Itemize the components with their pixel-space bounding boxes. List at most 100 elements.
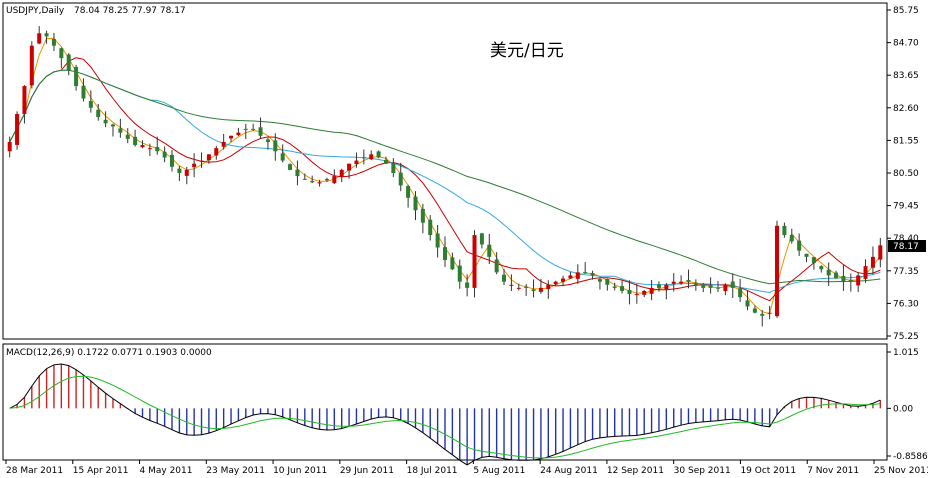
candle-body — [184, 169, 189, 176]
candle-body — [738, 288, 743, 298]
candle-body — [509, 284, 514, 286]
candle-body — [443, 247, 447, 260]
date-tick-label: 25 Nov 2011 — [874, 466, 928, 476]
macd-tick-label: 0.00 — [893, 404, 913, 414]
candlestick-series — [7, 26, 883, 327]
candle-body — [524, 286, 529, 288]
candle-body — [723, 284, 728, 292]
candle-body — [752, 308, 757, 313]
candle-body — [273, 140, 278, 152]
candle-body — [797, 240, 802, 251]
candle-body — [81, 85, 86, 99]
candle-body — [15, 114, 20, 145]
candle-body — [789, 234, 794, 242]
price-panel-frame — [2, 2, 888, 340]
symbol-label: USDJPY,Daily — [6, 6, 65, 16]
ma-line-4 — [9, 69, 881, 285]
candle-body — [317, 182, 322, 184]
date-tick-label: 10 Jun 2011 — [273, 466, 327, 476]
candle-body — [118, 128, 123, 133]
candle-body — [479, 233, 484, 245]
macd-line — [9, 363, 881, 466]
candle-body — [369, 154, 374, 160]
candle-body — [760, 313, 765, 316]
candle-body — [354, 160, 359, 165]
candle-body — [133, 136, 138, 146]
candle-body — [819, 266, 824, 270]
candle-body — [339, 169, 344, 177]
price-tick-label: 76.30 — [893, 299, 919, 309]
chart-annotation: 美元/日元 — [490, 41, 564, 61]
candle-body — [627, 289, 632, 295]
candle-body — [332, 176, 337, 184]
candle-body — [870, 256, 875, 268]
candle-body — [214, 148, 219, 156]
macd-tick-label: -0.8586 — [893, 452, 928, 462]
candle-body — [575, 272, 580, 279]
candle-body — [22, 86, 27, 114]
candle-body — [324, 179, 329, 181]
candle-body — [155, 147, 160, 152]
date-tick-label: 29 Jun 2011 — [340, 466, 394, 476]
candle-body — [243, 128, 248, 130]
price-tick-label: 79.45 — [893, 202, 919, 212]
candle-body — [347, 163, 352, 171]
candle-body — [583, 271, 588, 273]
candle-body — [162, 151, 167, 158]
macd-lines — [9, 363, 881, 466]
candle-body — [775, 225, 780, 317]
candle-body — [634, 294, 639, 296]
date-tick-label: 18 Jul 2011 — [407, 466, 458, 476]
candle-body — [878, 245, 883, 260]
candle-body — [37, 33, 42, 44]
candle-body — [125, 134, 130, 139]
price-tick-label: 78.40 — [893, 234, 919, 244]
candle-body — [361, 157, 366, 159]
candle-body — [686, 280, 691, 282]
candle-body — [251, 128, 256, 130]
date-tick-label: 7 Nov 2011 — [807, 466, 859, 476]
candle-body — [7, 141, 12, 152]
price-tick-label: 84.70 — [893, 39, 919, 49]
candle-body — [310, 180, 315, 183]
last-price-tag — [888, 240, 926, 252]
candle-body — [302, 178, 307, 180]
candle-body — [147, 148, 152, 150]
candle-body — [620, 286, 625, 291]
date-tick-label: 5 Aug 2011 — [473, 466, 525, 476]
candle-body — [834, 272, 839, 279]
candle-body — [804, 253, 809, 257]
candle-body — [258, 127, 263, 136]
candle-body — [590, 273, 595, 276]
candle-body — [450, 257, 455, 270]
candle-body — [59, 48, 64, 59]
candle-body — [457, 265, 462, 282]
candle-body — [236, 132, 241, 136]
candle-body — [531, 289, 536, 291]
macd-tick-label: 1.015 — [893, 348, 919, 358]
price-tick-label: 75.25 — [893, 332, 919, 342]
candle-body — [494, 259, 499, 273]
date-tick-label: 24 Aug 2011 — [540, 466, 598, 476]
date-tick-label: 30 Sep 2011 — [674, 466, 731, 476]
candle-body — [553, 281, 558, 285]
candle-body — [465, 282, 470, 288]
candle-body — [472, 235, 477, 288]
candle-body — [88, 101, 93, 108]
candle-body — [192, 163, 197, 168]
candle-body — [487, 244, 492, 257]
candle-body — [561, 278, 566, 282]
candle-body — [693, 282, 698, 285]
candle-body — [206, 154, 211, 161]
candle-body — [664, 284, 669, 290]
candle-body — [502, 274, 507, 282]
candle-body — [811, 257, 816, 264]
candle-body — [568, 275, 573, 279]
candle-body — [420, 208, 425, 223]
candle-body — [398, 172, 403, 186]
date-tick-label: 19 Oct 2011 — [740, 466, 796, 476]
candle-body — [288, 164, 293, 170]
candle-body — [96, 109, 101, 118]
macd-histogram — [16, 363, 882, 465]
